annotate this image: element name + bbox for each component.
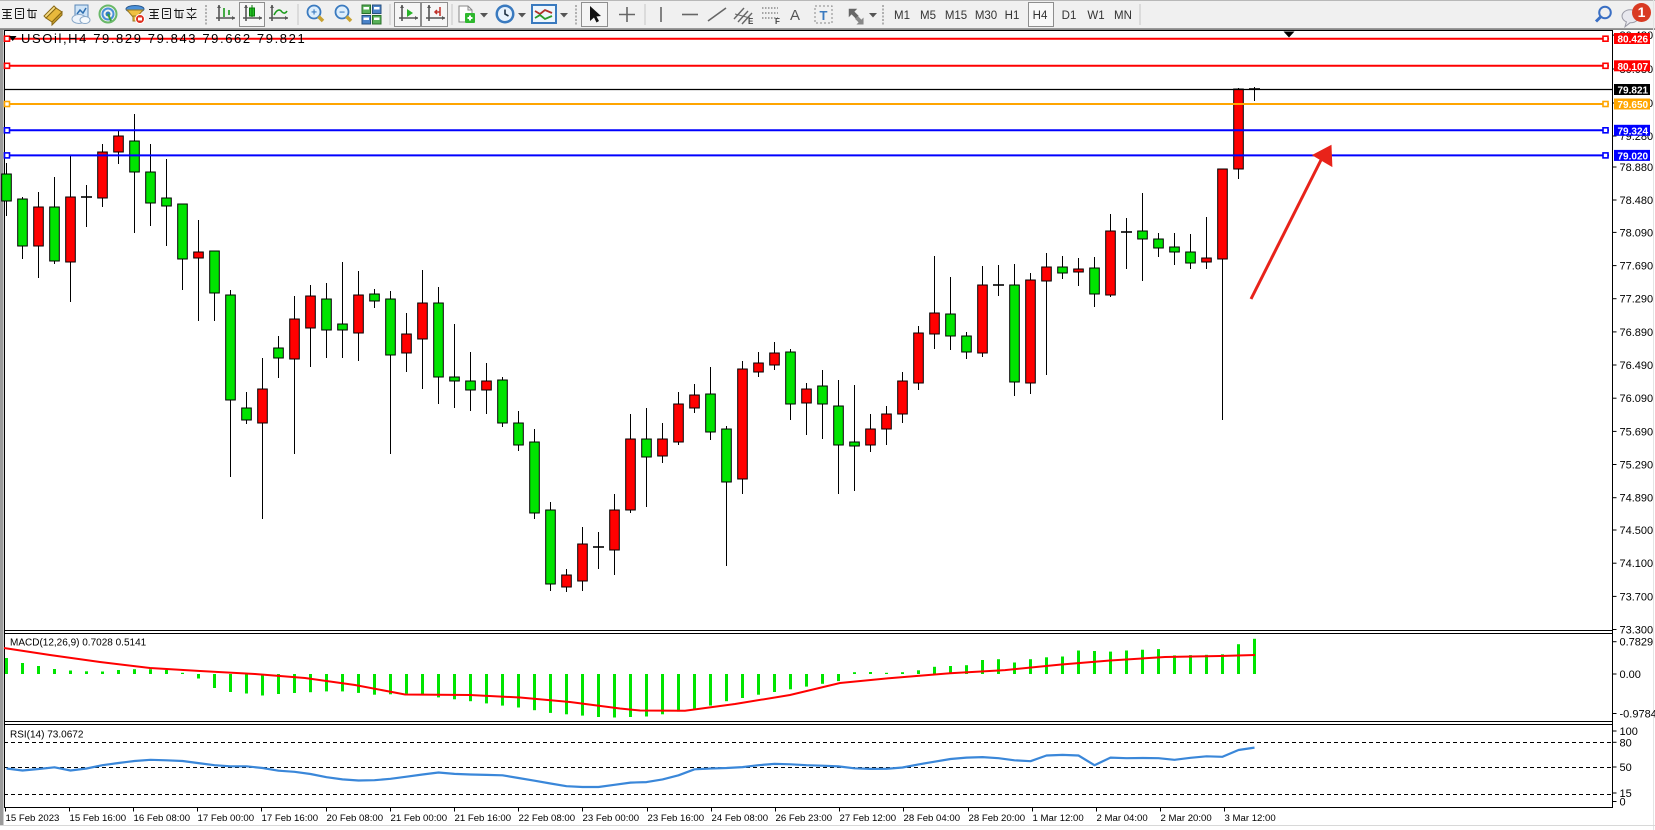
svg-text:21 Feb 16:00: 21 Feb 16:00 [455,813,512,824]
svg-text:E: E [748,17,754,26]
svg-text:RSI(14) 73.0672: RSI(14) 73.0672 [10,730,84,741]
svg-text:79.324: 79.324 [1618,127,1649,138]
svg-text:75.290: 75.290 [1620,460,1654,472]
svg-text:A: A [790,7,800,24]
svg-text:76.490: 76.490 [1620,360,1654,372]
svg-text:77.690: 77.690 [1620,261,1654,273]
svg-text:1: 1 [1638,4,1646,20]
svg-text:M15: M15 [945,10,967,22]
svg-text:80.107: 80.107 [1618,62,1649,73]
svg-text:H4: H4 [1033,10,1048,22]
svg-text:20 Feb 08:00: 20 Feb 08:00 [327,813,384,824]
svg-text:23 Feb 00:00: 23 Feb 00:00 [583,813,640,824]
svg-text:F: F [775,17,780,26]
svg-text:MN: MN [1114,10,1132,22]
svg-text:28 Feb 04:00: 28 Feb 04:00 [904,813,961,824]
svg-text:76.890: 76.890 [1620,327,1654,339]
svg-text:MACD(12,26,9) 0.7028 0.5141: MACD(12,26,9) 0.7028 0.5141 [10,638,147,649]
svg-text:17 Feb 16:00: 17 Feb 16:00 [262,813,319,824]
svg-text:76.090: 76.090 [1620,393,1654,405]
svg-text:74.100: 74.100 [1620,558,1654,570]
svg-text:80: 80 [1620,737,1632,749]
svg-text:80.426: 80.426 [1618,35,1649,46]
svg-text:0: 0 [1620,797,1626,809]
svg-text:16 Feb 08:00: 16 Feb 08:00 [134,813,191,824]
svg-text:+: + [311,8,317,19]
svg-text:2 Mar 20:00: 2 Mar 20:00 [1161,813,1212,824]
svg-text:T: T [820,8,828,23]
svg-text:17 Feb 00:00: 17 Feb 00:00 [198,813,255,824]
svg-text:75.690: 75.690 [1620,426,1654,438]
svg-text:2 Mar 04:00: 2 Mar 04:00 [1097,813,1148,824]
svg-text:74.890: 74.890 [1620,493,1654,505]
svg-text:USOil,H4 79.829 79.843 79.662: USOil,H4 79.829 79.843 79.662 79.821 [21,31,306,46]
svg-text:24 Feb 08:00: 24 Feb 08:00 [712,813,769,824]
svg-text:M1: M1 [894,10,910,22]
svg-text:77.290: 77.290 [1620,294,1654,306]
svg-text:100: 100 [1620,726,1638,738]
svg-text:78.480: 78.480 [1620,195,1654,207]
svg-text:50: 50 [1620,762,1632,774]
svg-text:15 Feb 2023: 15 Feb 2023 [6,813,60,824]
svg-text:W1: W1 [1087,10,1104,22]
svg-text:79.821: 79.821 [1618,86,1649,97]
svg-text:28 Feb 20:00: 28 Feb 20:00 [969,813,1026,824]
svg-text:0.00: 0.00 [1620,669,1641,681]
svg-text:22 Feb 08:00: 22 Feb 08:00 [519,813,576,824]
svg-text:78.880: 78.880 [1620,162,1654,174]
svg-text:3 Mar 12:00: 3 Mar 12:00 [1225,813,1276,824]
svg-text:15: 15 [1620,788,1632,800]
svg-text:73.300: 73.300 [1620,625,1654,637]
svg-text:74.500: 74.500 [1620,525,1654,537]
svg-text:1 Mar 12:00: 1 Mar 12:00 [1033,813,1084,824]
svg-text:73.700: 73.700 [1620,591,1654,603]
svg-text:79.020: 79.020 [1618,152,1649,163]
svg-text:21 Feb 00:00: 21 Feb 00:00 [391,813,448,824]
svg-text:0.7829: 0.7829 [1620,637,1654,649]
svg-text:23 Feb 16:00: 23 Feb 16:00 [648,813,705,824]
svg-text:M30: M30 [975,10,997,22]
svg-text:79.650: 79.650 [1618,100,1649,111]
svg-text:M5: M5 [920,10,936,22]
svg-text:−: − [339,8,345,19]
svg-text:-0.9784: -0.9784 [1620,709,1655,721]
svg-text:26 Feb 23:00: 26 Feb 23:00 [776,813,833,824]
svg-text:H1: H1 [1005,10,1020,22]
svg-text:D1: D1 [1062,10,1077,22]
svg-text:78.090: 78.090 [1620,227,1654,239]
svg-text:15 Feb 16:00: 15 Feb 16:00 [70,813,127,824]
svg-text:27 Feb 12:00: 27 Feb 12:00 [840,813,897,824]
